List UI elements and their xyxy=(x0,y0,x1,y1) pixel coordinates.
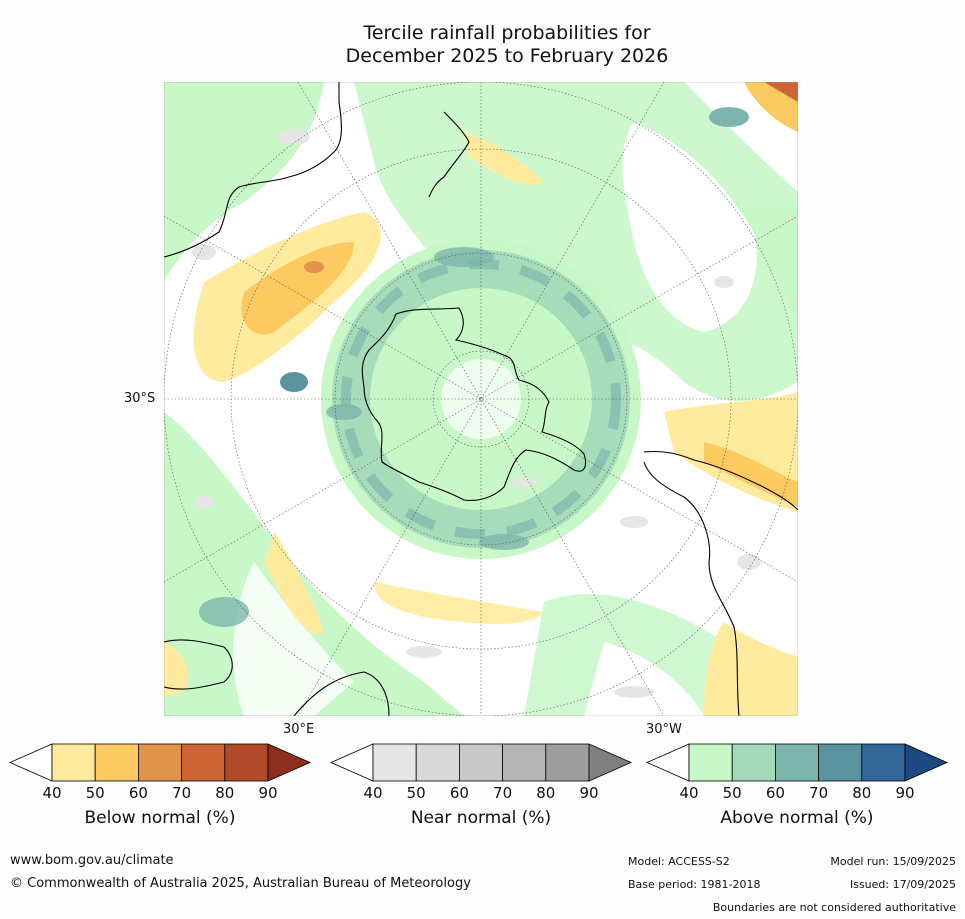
above-normal-tick-label: 50 xyxy=(722,784,742,802)
below-normal-tick-label: 60 xyxy=(128,784,148,802)
longitude-label-30w: 30°W xyxy=(646,722,682,737)
colorbar-below-normal xyxy=(9,743,311,782)
near-normal-swatch-under-40 xyxy=(330,743,374,782)
near-normal-tick-label: 50 xyxy=(406,784,426,802)
map-svg xyxy=(164,82,798,716)
below-normal-swatch-70-80 xyxy=(181,743,226,782)
near-normal-swatch-over-90 xyxy=(588,743,632,782)
near-normal-tick-label: 70 xyxy=(493,784,513,802)
above-normal-swatch-80-90 xyxy=(861,743,906,782)
near-normal-swatch-80-90 xyxy=(545,743,590,782)
below-normal-tick-label: 40 xyxy=(42,784,62,802)
graticule xyxy=(164,82,798,716)
legend-title-above-normal: Above normal (%) xyxy=(720,808,874,828)
latitude-label-30s: 30°S xyxy=(124,391,156,406)
above-normal-tick-label: 70 xyxy=(809,784,829,802)
near-normal-tick-label: 80 xyxy=(536,784,556,802)
footer-model: Model: ACCESS-S2 xyxy=(628,855,730,868)
near-normal-swatch-40-50 xyxy=(372,743,417,782)
legend-title-below-normal: Below normal (%) xyxy=(84,808,236,828)
new-zealand-coastline xyxy=(428,111,470,198)
above-normal-swatch-60-70 xyxy=(774,743,819,782)
below-normal-swatch-80-90 xyxy=(224,743,269,782)
footer-url[interactable]: www.bom.gov.au/climate xyxy=(10,853,174,868)
near-normal-field xyxy=(192,129,761,698)
below-normal-tick-label: 50 xyxy=(85,784,105,802)
below-normal-swatch-50-60 xyxy=(94,743,139,782)
below-normal-tick-label: 90 xyxy=(258,784,278,802)
footer-model-run: Model run: 15/09/2025 xyxy=(830,855,956,868)
below-normal-swatch-under-40 xyxy=(9,743,53,782)
below-normal-swatch-60-70 xyxy=(137,743,182,782)
above-normal-swatch-50-60 xyxy=(731,743,776,782)
above-normal-tick-label: 60 xyxy=(765,784,785,802)
footer-copyright: © Commonwealth of Australia 2025, Austra… xyxy=(10,876,471,891)
above-normal-swatch-70-80 xyxy=(818,743,863,782)
near-normal-swatch-70-80 xyxy=(502,743,547,782)
colorbar-near-normal xyxy=(330,743,632,782)
below-normal-swatch-over-90 xyxy=(267,743,311,782)
near-normal-swatch-50-60 xyxy=(415,743,460,782)
legend-title-near-normal: Near normal (%) xyxy=(410,808,552,828)
australia-coastline xyxy=(164,82,342,258)
antarctica-coastline xyxy=(361,307,587,501)
footer-base-period: Base period: 1981-2018 xyxy=(628,878,761,891)
below-normal-field xyxy=(164,82,798,716)
above-normal-swatch-40-50 xyxy=(688,743,733,782)
above-normal-tick-label: 40 xyxy=(679,784,699,802)
near-normal-tick-label: 40 xyxy=(363,784,383,802)
africa-coastline xyxy=(164,639,390,716)
above-normal-swatch-over-90 xyxy=(904,743,948,782)
rainfall-probability-map xyxy=(164,82,798,716)
title-line-1: Tercile rainfall probabilities for xyxy=(363,22,651,44)
colorbar-above-normal xyxy=(646,743,948,782)
footer-boundaries-note: Boundaries are not considered authoritat… xyxy=(712,901,956,914)
near-normal-tick-label: 60 xyxy=(449,784,469,802)
below-normal-swatch-40-50 xyxy=(51,743,96,782)
above-normal-tick-label: 90 xyxy=(895,784,915,802)
footer-issued: Issued: 17/09/2025 xyxy=(849,878,956,891)
near-normal-swatch-60-70 xyxy=(458,743,503,782)
south-america-coastline xyxy=(643,450,798,716)
map-title: Tercile rainfall probabilities for Decem… xyxy=(0,22,965,68)
below-normal-tick-label: 80 xyxy=(215,784,235,802)
coastlines xyxy=(164,82,798,716)
longitude-label-30e: 30°E xyxy=(283,722,315,737)
above-normal-swatch-under-40 xyxy=(646,743,690,782)
above-normal-tick-label: 80 xyxy=(852,784,872,802)
below-normal-tick-label: 70 xyxy=(172,784,192,802)
title-line-2: December 2025 to February 2026 xyxy=(345,45,669,67)
near-normal-tick-label: 90 xyxy=(579,784,599,802)
